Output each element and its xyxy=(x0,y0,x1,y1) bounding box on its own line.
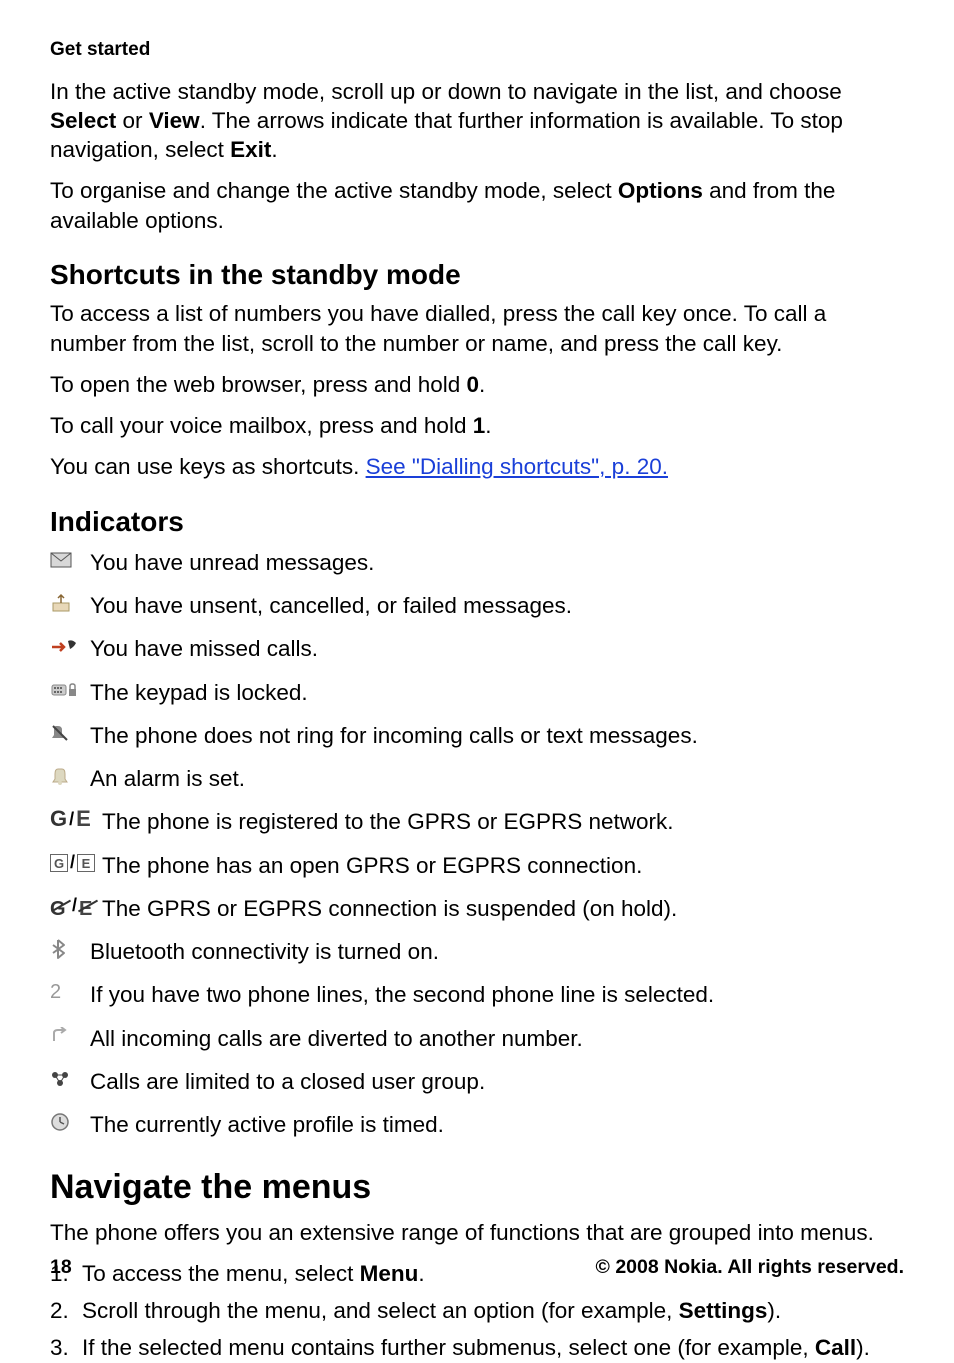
alarm-icon xyxy=(50,764,90,788)
indicator-row: G / E The phone has an open GPRS or EGPR… xyxy=(50,851,904,880)
indicator-row: You have unsent, cancelled, or failed me… xyxy=(50,591,904,620)
indicator-text: An alarm is set. xyxy=(90,764,904,793)
page-number: 18 xyxy=(50,1255,72,1280)
shortcuts-p1: To access a list of numbers you have dia… xyxy=(50,299,904,358)
section-label: Get started xyxy=(50,38,904,63)
silent-icon xyxy=(50,721,90,745)
envelope-icon xyxy=(50,548,90,572)
indicator-text: The phone is registered to the GPRS or E… xyxy=(102,807,904,836)
indicator-text: Bluetooth connectivity is turned on. xyxy=(90,937,904,966)
indicator-row: Bluetooth connectivity is turned on. xyxy=(50,937,904,966)
shortcuts-p3: To call your voice mailbox, press and ho… xyxy=(50,411,904,440)
shortcuts-heading: Shortcuts in the standby mode xyxy=(50,257,904,293)
indicators-list: You have unread messages. You have unsen… xyxy=(50,548,904,1140)
page-content: Get started In the active standby mode, … xyxy=(0,0,954,1363)
keypad-lock-icon xyxy=(50,678,90,702)
intro-paragraph-2: To organise and change the active standb… xyxy=(50,176,904,235)
divert-icon xyxy=(50,1024,90,1048)
navigate-heading: Navigate the menus xyxy=(50,1165,904,1209)
indicator-text: All incoming calls are diverted to anoth… xyxy=(90,1024,904,1053)
indicator-text: You have unsent, cancelled, or failed me… xyxy=(90,591,904,620)
indicator-text: If you have two phone lines, the second … xyxy=(90,980,904,1009)
timed-profile-icon xyxy=(50,1110,90,1134)
indicator-text: The phone does not ring for incoming cal… xyxy=(90,721,904,750)
indicator-text: The keypad is locked. xyxy=(90,678,904,707)
indicator-text: You have missed calls. xyxy=(90,634,904,663)
line-2-icon: 2 xyxy=(50,980,90,1004)
shortcuts-p2: To open the web browser, press and hold … xyxy=(50,370,904,399)
intro-paragraph-1: In the active standby mode, scroll up or… xyxy=(50,77,904,165)
closed-group-icon xyxy=(50,1067,90,1091)
indicator-text: You have unread messages. xyxy=(90,548,904,577)
indicator-row: You have missed calls. xyxy=(50,634,904,663)
indicator-text: The phone has an open GPRS or EGPRS conn… xyxy=(102,851,904,880)
indicator-row: All incoming calls are diverted to anoth… xyxy=(50,1024,904,1053)
step-2: 2. Scroll through the menu, and select a… xyxy=(50,1296,904,1325)
indicator-text: The GPRS or EGPRS connection is suspende… xyxy=(102,894,904,923)
indicator-row: An alarm is set. xyxy=(50,764,904,793)
indicator-row: You have unread messages. xyxy=(50,548,904,577)
indicators-heading: Indicators xyxy=(50,504,904,540)
indicator-row: 2 If you have two phone lines, the secon… xyxy=(50,980,904,1009)
gprs-egprs-suspended-icon: G / E xyxy=(50,894,102,918)
indicator-text: Calls are limited to a closed user group… xyxy=(90,1067,904,1096)
indicator-row: The phone does not ring for incoming cal… xyxy=(50,721,904,750)
indicator-row: Calls are limited to a closed user group… xyxy=(50,1067,904,1096)
bluetooth-icon xyxy=(50,937,90,961)
step-3: 3. If the selected menu contains further… xyxy=(50,1333,904,1362)
indicator-row: The currently active profile is timed. xyxy=(50,1110,904,1139)
page-footer: 18 © 2008 Nokia. All rights reserved. xyxy=(50,1255,904,1280)
dialling-shortcuts-link[interactable]: See "Dialling shortcuts", p. 20. xyxy=(366,454,668,479)
navigate-intro: The phone offers you an extensive range … xyxy=(50,1218,904,1247)
gprs-egprs-open-icon: G / E xyxy=(50,851,102,875)
indicator-text: The currently active profile is timed. xyxy=(90,1110,904,1139)
copyright: © 2008 Nokia. All rights reserved. xyxy=(596,1255,904,1280)
gprs-egprs-registered-icon: G / E xyxy=(50,807,102,831)
outbox-icon xyxy=(50,591,90,615)
indicator-row: G / E The phone is registered to the GPR… xyxy=(50,807,904,836)
indicator-row: The keypad is locked. xyxy=(50,678,904,707)
indicator-row: G / E The GPRS or EGPRS connection is su… xyxy=(50,894,904,923)
shortcuts-p4: You can use keys as shortcuts. See "Dial… xyxy=(50,452,904,481)
missed-call-icon xyxy=(50,634,90,658)
